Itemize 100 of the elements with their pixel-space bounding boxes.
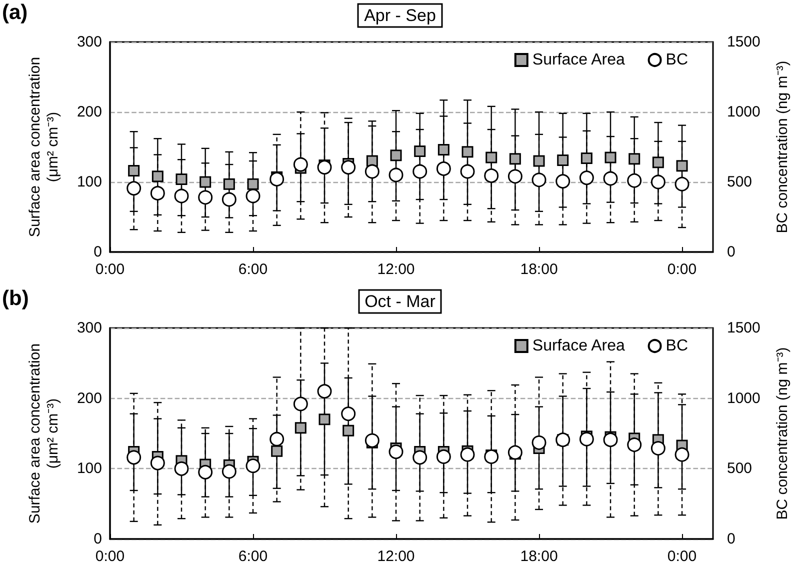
x-tick-label: 18:00 <box>520 261 558 278</box>
x-tick-label: 0:00 <box>95 261 125 278</box>
point <box>579 432 594 446</box>
point <box>390 150 402 162</box>
point <box>222 464 236 479</box>
point <box>271 445 283 457</box>
point <box>650 174 666 190</box>
point <box>532 435 546 450</box>
point <box>462 146 474 158</box>
point <box>604 152 616 164</box>
point <box>364 164 380 179</box>
point <box>556 174 570 189</box>
text: (b) <box>2 287 29 310</box>
point <box>293 157 308 172</box>
y2-tick-label: 0 <box>727 530 736 548</box>
point <box>198 464 213 480</box>
point <box>318 414 330 426</box>
y-tick-label: 100 <box>76 174 102 190</box>
point <box>627 438 642 452</box>
legend-label: Surface Area <box>532 338 625 354</box>
point <box>342 424 354 436</box>
point <box>294 422 306 434</box>
point <box>341 160 356 175</box>
point <box>150 456 165 470</box>
point <box>222 192 236 207</box>
y-tick-label: 200 <box>76 104 102 120</box>
point <box>436 161 451 176</box>
point <box>128 165 140 177</box>
x-tick-label: 0:00 <box>95 548 125 565</box>
y2-tick-label: 0 <box>727 244 736 260</box>
y-tick-label: 200 <box>76 390 102 407</box>
x-tick-label: 0:00 <box>667 548 697 565</box>
point <box>674 447 690 462</box>
point <box>174 461 189 476</box>
y2-axis-title: BC concentration (ng m⁻³) <box>774 347 791 520</box>
y-tick-label: 0 <box>94 244 102 260</box>
point <box>341 406 356 422</box>
x-tick-label: 12:00 <box>377 261 415 278</box>
y-tick-label: 300 <box>76 320 102 336</box>
point <box>652 156 664 168</box>
y2-tick-label: 1000 <box>727 390 760 407</box>
y2-tick-label: 1500 <box>727 320 760 336</box>
point <box>223 178 235 190</box>
point <box>650 441 666 456</box>
legend-label: Surface Area <box>532 52 625 68</box>
point <box>270 432 284 446</box>
point <box>198 190 213 205</box>
point <box>627 173 642 188</box>
point <box>174 188 189 204</box>
point <box>532 172 546 188</box>
point <box>414 145 426 157</box>
point <box>557 154 569 166</box>
x-tick-label: 6:00 <box>238 548 268 565</box>
y-axis-title: Surface area concentration (μm² cm⁻³) <box>26 343 62 524</box>
point <box>270 172 284 186</box>
point <box>388 444 404 460</box>
point <box>486 152 498 164</box>
point <box>508 445 522 460</box>
x-tick-label: 18:00 <box>520 548 558 565</box>
point <box>533 155 545 167</box>
point <box>603 432 618 448</box>
x-tick-label: 0:00 <box>667 261 697 278</box>
point <box>293 396 308 412</box>
point <box>126 450 142 465</box>
point <box>484 168 499 183</box>
x-tick-label: 6:00 <box>238 261 268 278</box>
point <box>580 152 592 164</box>
legend-label: BC <box>666 52 688 68</box>
point <box>150 186 165 200</box>
chart-title: Apr - Sep <box>364 6 436 25</box>
point <box>317 384 332 399</box>
point <box>388 168 404 182</box>
point <box>246 188 260 204</box>
y-tick-label: 0 <box>94 530 102 548</box>
x-tick-label: 12:00 <box>377 548 415 565</box>
point <box>246 458 260 474</box>
point <box>364 433 380 448</box>
y2-tick-label: 500 <box>727 460 752 478</box>
chart-title: Oct - Mar <box>364 292 436 311</box>
legend-label: BC <box>666 338 688 354</box>
y2-tick-label: 1000 <box>727 104 760 120</box>
point <box>460 447 475 462</box>
point <box>460 164 475 179</box>
point <box>579 170 594 186</box>
point <box>484 449 499 464</box>
y-tick-label: 300 <box>76 34 102 50</box>
y-tick-label: 100 <box>76 460 102 478</box>
y-axis-title: Surface area concentration (μm² cm⁻³) <box>26 56 62 238</box>
y2-tick-label: 500 <box>727 174 752 190</box>
point <box>152 170 164 182</box>
point <box>126 181 142 196</box>
point <box>674 176 690 192</box>
point <box>628 153 640 165</box>
point <box>412 450 428 465</box>
point <box>603 171 618 186</box>
point <box>247 178 259 190</box>
point <box>200 176 212 188</box>
point <box>676 160 688 172</box>
y2-axis-title: BC concentration (ng m⁻³) <box>774 60 791 234</box>
point <box>412 164 428 179</box>
